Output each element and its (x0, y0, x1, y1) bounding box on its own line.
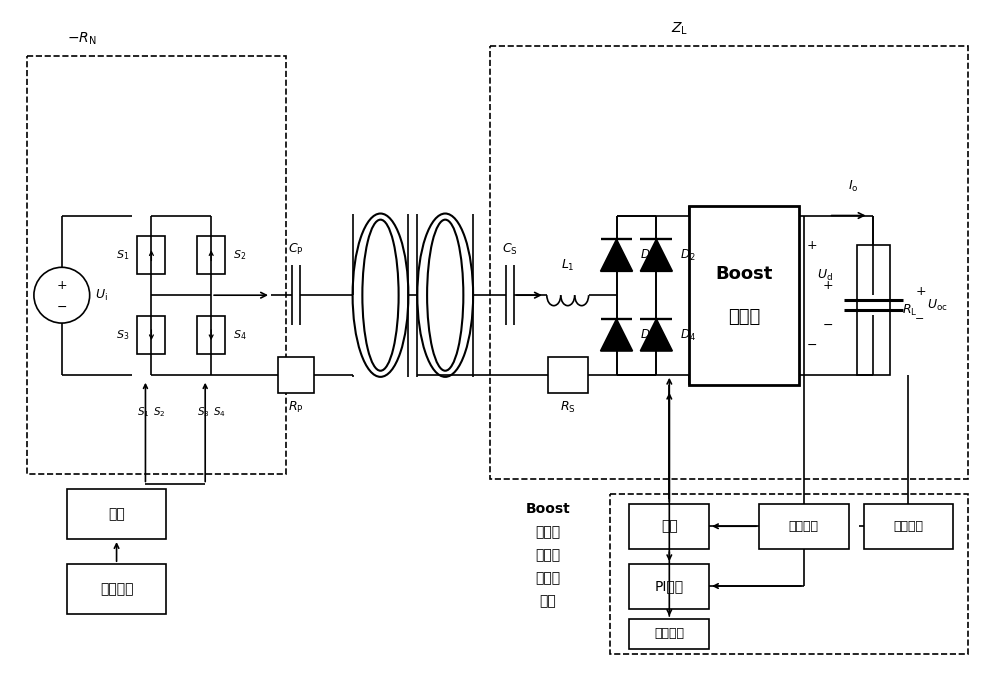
Text: −: − (807, 339, 817, 352)
Text: +: + (56, 279, 67, 292)
Polygon shape (640, 319, 672, 351)
Text: $R_{\rm S}$: $R_{\rm S}$ (560, 399, 576, 415)
Text: $I_{\rm o}$: $I_{\rm o}$ (848, 179, 859, 194)
Text: −: − (823, 319, 834, 332)
Text: 变换器: 变换器 (728, 308, 760, 326)
Text: $S_2$: $S_2$ (233, 248, 246, 262)
Text: $D_1$: $D_1$ (640, 248, 656, 263)
Bar (759, 504, 849, 549)
Bar (689, 206, 799, 385)
Text: $R_{\rm P}$: $R_{\rm P}$ (288, 399, 304, 415)
Bar (548, 357, 588, 393)
Text: +: + (915, 285, 926, 298)
Bar (610, 495, 968, 654)
Text: 变换器: 变换器 (535, 525, 560, 539)
Text: Boost: Boost (525, 502, 570, 516)
Text: $U_{\rm i}$: $U_{\rm i}$ (95, 288, 108, 303)
Text: 电流采样: 电流采样 (789, 520, 819, 533)
Text: +: + (807, 239, 817, 252)
Text: $S_3$: $S_3$ (116, 328, 130, 342)
Text: +: + (823, 279, 834, 292)
Text: −: − (57, 301, 67, 314)
Text: $D_4$: $D_4$ (680, 328, 696, 343)
Text: 过零比较: 过零比较 (654, 627, 684, 640)
Text: $U_{\rm oc}$: $U_{\rm oc}$ (927, 298, 948, 313)
Bar (629, 564, 709, 609)
Bar (857, 246, 890, 375)
Text: PI控制: PI控制 (655, 579, 684, 593)
Polygon shape (601, 319, 632, 351)
Text: $D_2$: $D_2$ (680, 248, 696, 263)
Text: $S_1$: $S_1$ (116, 248, 130, 262)
Text: $L_1$: $L_1$ (561, 258, 575, 274)
Text: $C_{\rm S}$: $C_{\rm S}$ (502, 242, 518, 257)
Text: $S_3$: $S_3$ (197, 405, 210, 419)
Bar (490, 47, 968, 479)
Text: $U_{\rm d}$: $U_{\rm d}$ (817, 267, 833, 282)
Text: $D_3$: $D_3$ (640, 328, 656, 343)
Bar (137, 237, 165, 274)
Text: −: − (915, 314, 925, 324)
Text: $S_4$: $S_4$ (213, 405, 226, 419)
Bar (67, 564, 166, 614)
Bar (278, 357, 314, 393)
Text: Boost: Boost (715, 265, 773, 282)
Bar (629, 619, 709, 648)
Text: $Z_{\rm L}$: $Z_{\rm L}$ (671, 21, 688, 38)
Text: 驱动: 驱动 (108, 508, 125, 521)
Text: 控制电路: 控制电路 (100, 582, 133, 596)
Text: 节控制: 节控制 (535, 571, 560, 585)
Bar (67, 489, 166, 539)
Text: 闭环调: 闭环调 (535, 548, 560, 562)
Polygon shape (640, 239, 672, 272)
Text: $S_1$: $S_1$ (137, 405, 150, 419)
Bar (27, 56, 286, 475)
Text: 驱动: 驱动 (661, 519, 678, 534)
Text: 模块: 模块 (539, 594, 556, 608)
Bar (629, 504, 709, 549)
Polygon shape (601, 239, 632, 272)
Bar (864, 504, 953, 549)
Bar (197, 316, 225, 354)
Text: $C_{\rm P}$: $C_{\rm P}$ (288, 242, 304, 257)
Bar (137, 316, 165, 354)
Text: 电压采样: 电压采样 (893, 520, 923, 533)
Text: $-R_{\rm N}$: $-R_{\rm N}$ (67, 31, 97, 47)
Text: $S_2$: $S_2$ (153, 405, 166, 419)
Bar (197, 237, 225, 274)
Text: $R_{\rm L}$: $R_{\rm L}$ (902, 302, 918, 317)
Text: $S_4$: $S_4$ (233, 328, 247, 342)
